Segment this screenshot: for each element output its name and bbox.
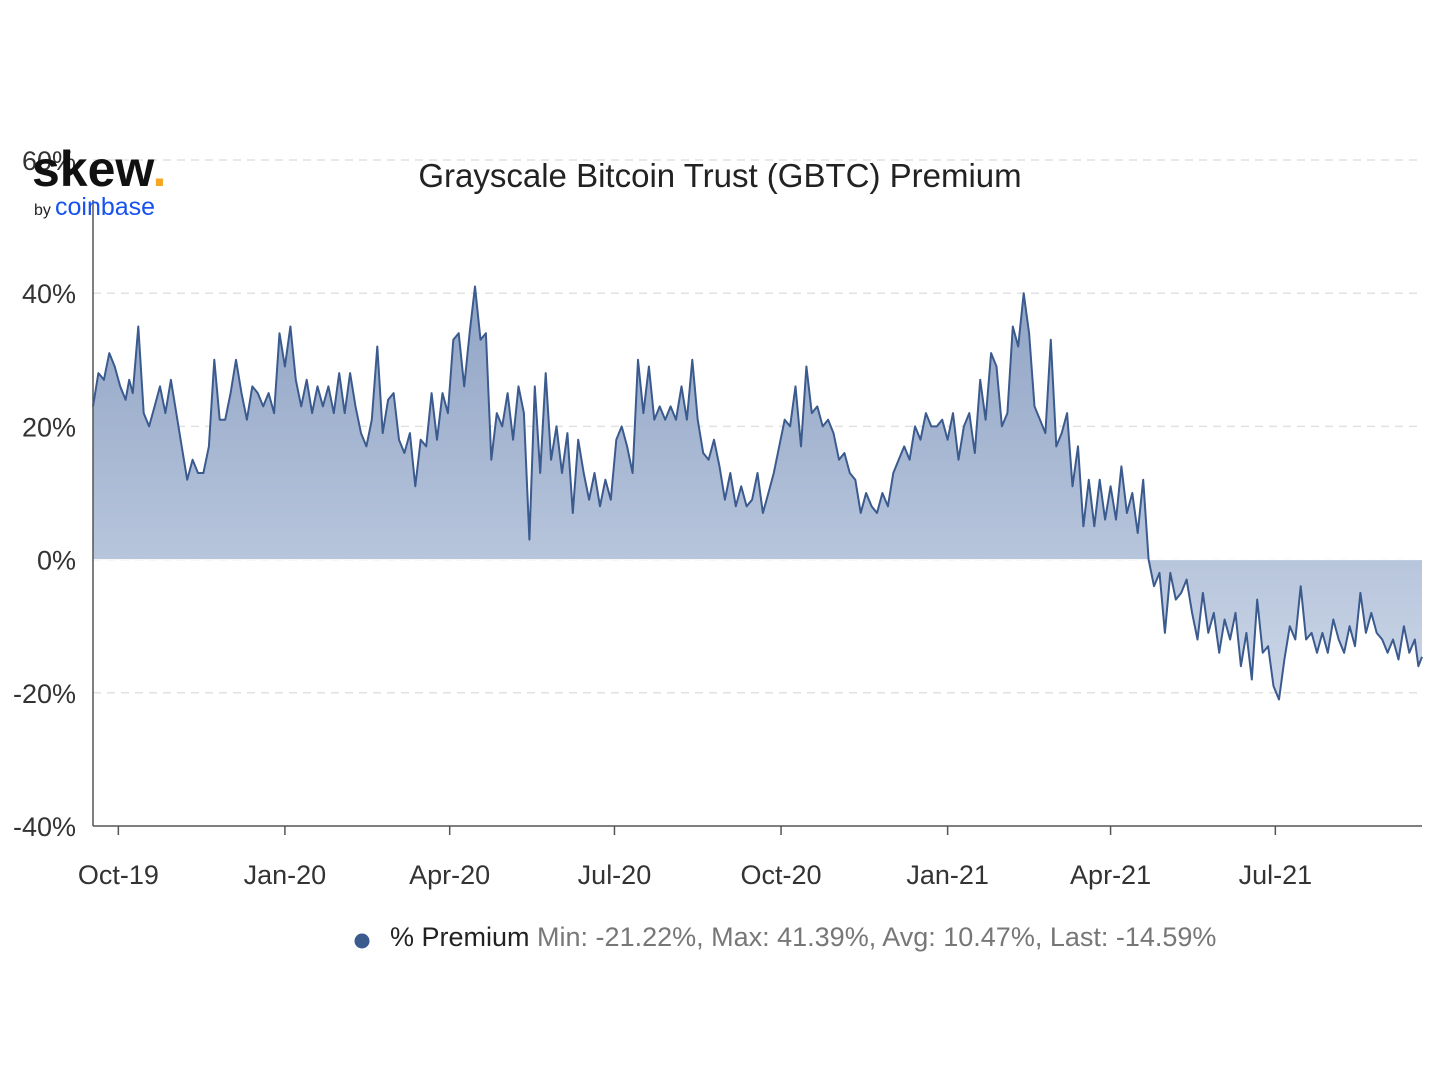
- y-tick-label: 40%: [22, 279, 76, 309]
- y-tick-labels: 60% 40% 20% 0% -20% -40%: [13, 146, 76, 842]
- legend-series-name: % Premium: [390, 922, 530, 952]
- legend-text: % Premium Min: -21.22%, Max: 41.39%, Avg…: [390, 922, 1216, 952]
- y-tick-label: -40%: [13, 812, 76, 842]
- skew-logo-dot: .: [152, 141, 166, 197]
- y-tick-label: 20%: [22, 412, 76, 442]
- premium-area: [93, 286, 1422, 700]
- x-tick-label: Oct-20: [741, 860, 822, 890]
- y-tick-label: 60%: [22, 146, 76, 176]
- y-tick-label: -20%: [13, 679, 76, 709]
- skew-logo-text: skew.: [32, 141, 166, 197]
- skew-logo: skew. by coinbase: [32, 141, 166, 221]
- x-tick-label: Apr-20: [409, 860, 490, 890]
- x-tick-labels: Oct-19 Jan-20 Apr-20 Jul-20 Oct-20 Jan-21 Apr-…: [78, 860, 1312, 890]
- logo-by-text: by: [34, 202, 51, 219]
- coinbase-logo-text: coinbase: [55, 193, 155, 221]
- axes: [92, 200, 1422, 835]
- y-tick-label: 0%: [37, 546, 76, 576]
- x-tick-label: Apr-21: [1070, 860, 1151, 890]
- legend-marker: [354, 933, 370, 949]
- x-tick-label: Jul-21: [1239, 860, 1313, 890]
- premium-series-line: [92, 285, 1423, 701]
- x-tick-label: Jan-21: [906, 860, 989, 890]
- x-tick-label: Jan-20: [244, 860, 327, 890]
- x-tick-label: Oct-19: [78, 860, 159, 890]
- legend: % Premium Min: -21.22%, Max: 41.39%, Avg…: [354, 922, 1216, 952]
- chart-title: Grayscale Bitcoin Trust (GBTC) Premium: [418, 157, 1021, 194]
- legend-stats: Min: -21.22%, Max: 41.39%, Avg: 10.47%, …: [537, 922, 1216, 952]
- x-tick-label: Jul-20: [578, 860, 652, 890]
